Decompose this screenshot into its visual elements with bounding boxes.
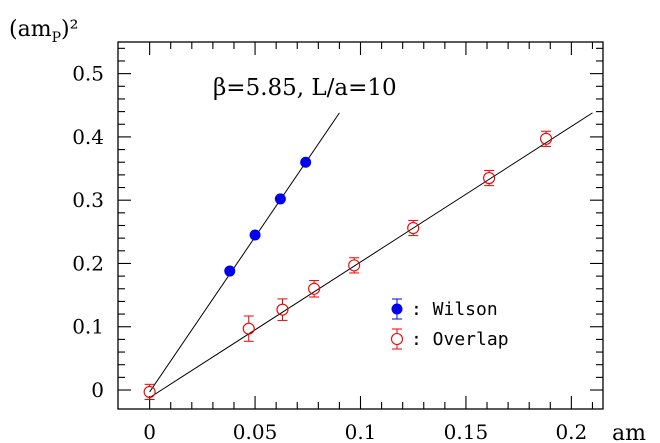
- y-tick-label: 0.1: [72, 315, 104, 339]
- data-point-overlap: [483, 169, 496, 187]
- legend-marker: [390, 332, 404, 346]
- marker: [276, 303, 289, 316]
- marker: [242, 322, 255, 335]
- data-point-overlap: [407, 219, 420, 237]
- y-tick-label: 0.3: [72, 188, 104, 212]
- fit-line-overlap: [149, 112, 593, 399]
- x-tick-label: 0.05: [233, 420, 278, 443]
- marker: [224, 265, 236, 277]
- data-point-wilson: [274, 193, 286, 205]
- legend-item-wilson: : Wilson: [391, 298, 498, 320]
- y-axis-label-subscript: P: [52, 30, 61, 46]
- data-point-overlap: [348, 257, 361, 274]
- marker: [483, 171, 496, 185]
- data-point-wilson: [224, 265, 236, 277]
- x-tick-label: 0: [143, 420, 156, 443]
- x-tick-label: 0.2: [555, 420, 587, 443]
- marker: [300, 156, 312, 168]
- legend: : Wilson : Overlap: [390, 298, 509, 350]
- data-point-overlap: [308, 280, 321, 298]
- marker: [249, 229, 261, 241]
- legend-label: : Overlap: [411, 329, 509, 350]
- tick-labels: 0 0.05 0.1 0.15 0.2 0 0.1 0.2 0.3 0.4 0.5: [72, 62, 587, 443]
- y-axis-label-rest: )²: [61, 17, 78, 42]
- x-tick-label: 0.1: [345, 420, 377, 443]
- y-axis-label: (amP)²: [9, 17, 78, 46]
- x-axis-label: am: [612, 421, 646, 443]
- data-point-overlap: [143, 383, 156, 401]
- legend-marker: [391, 303, 403, 315]
- y-tick-label: 0.5: [72, 62, 104, 86]
- data-point-overlap: [540, 130, 553, 147]
- marker: [348, 259, 361, 272]
- legend-label: : Wilson: [411, 299, 498, 320]
- data-point-wilson: [300, 156, 312, 168]
- legend-item-overlap: : Overlap: [390, 328, 509, 350]
- marker: [540, 132, 553, 145]
- y-tick-label: 0.2: [72, 251, 104, 275]
- y-tick-label: 0: [91, 378, 104, 402]
- chart-title: β=5.85, L/a=10: [213, 75, 397, 101]
- y-tick-label: 0.4: [72, 125, 104, 149]
- marker: [274, 193, 286, 205]
- x-tick-label: 0.15: [444, 420, 489, 443]
- marker: [407, 221, 420, 235]
- data-point-overlap: [242, 315, 255, 342]
- data-point-overlap: [276, 298, 289, 321]
- y-axis-label-main: (am: [9, 17, 52, 42]
- marker: [143, 385, 156, 398]
- data-point-wilson: [249, 229, 261, 241]
- data-points: [143, 130, 553, 401]
- marker: [308, 282, 321, 295]
